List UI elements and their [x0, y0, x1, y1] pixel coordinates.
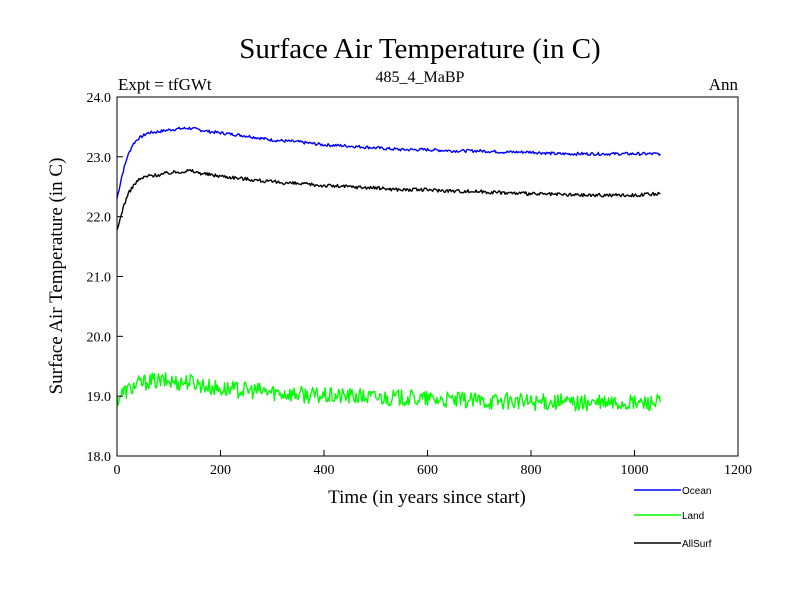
y-axis-label: Surface Air Temperature (in C) — [46, 158, 67, 395]
legend: Ocean Land AllSurf — [634, 486, 712, 550]
season-annotation: Ann — [709, 75, 739, 94]
x-axis-label: Time (in years since start) — [328, 487, 526, 508]
series-line-allsurf — [116, 168, 661, 231]
legend-label-land: Land — [682, 511, 704, 522]
x-tick-label: 800 — [521, 463, 542, 478]
y-tick-label: 21.0 — [87, 271, 112, 286]
y-tick-label: 22.0 — [87, 211, 112, 226]
chart-subtitle: 485_4_MaBP — [376, 69, 465, 86]
y-tick-label: 19.0 — [87, 390, 112, 405]
x-tick-label: 200 — [210, 463, 231, 478]
legend-label-ocean: Ocean — [682, 486, 711, 497]
legend-label-allsurf: AllSurf — [682, 539, 712, 550]
series-layer — [116, 126, 662, 412]
x-tick-label: 400 — [314, 463, 335, 478]
y-tick-label: 24.0 — [87, 91, 112, 106]
x-tick-label: 600 — [417, 463, 438, 478]
y-tick-label: 23.0 — [87, 151, 112, 166]
chart-title: Surface Air Temperature (in C) — [239, 33, 600, 65]
experiment-annotation: Expt = tfGWt — [118, 75, 212, 94]
x-tick-label: 1200 — [724, 463, 752, 478]
series-line-ocean — [116, 126, 661, 199]
x-axis-ticks: 0 200 400 600 800 1000 1200 — [114, 450, 752, 478]
series-line-land — [116, 372, 662, 412]
y-axis-ticks: 18.0 19.0 20.0 21.0 22.0 23.0 24.0 — [87, 91, 123, 465]
y-tick-label: 20.0 — [87, 330, 112, 345]
x-tick-label: 1000 — [621, 463, 649, 478]
x-tick-label: 0 — [114, 463, 121, 478]
y-tick-label: 18.0 — [87, 450, 112, 465]
